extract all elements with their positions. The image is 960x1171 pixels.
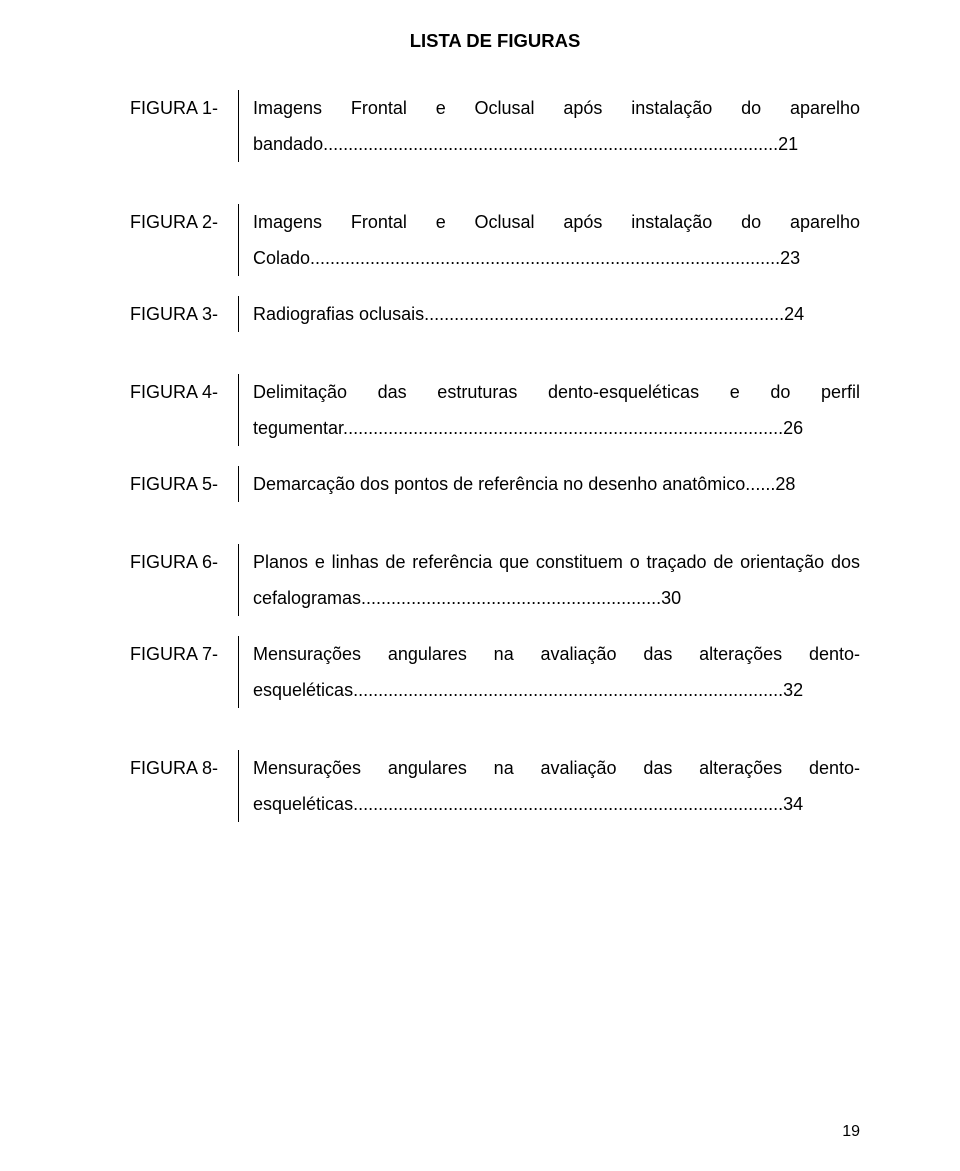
entry-block: FIGURA 6- Planos e linhas de referência q… <box>130 544 860 708</box>
figure-entry: FIGURA 3- Radiografias oclusais..........… <box>130 296 860 332</box>
page-number: 19 <box>842 1123 860 1141</box>
figure-description: Imagens Frontal e Oclusal após instalaçã… <box>253 90 860 162</box>
figure-description: Mensurações angulares na avaliação das a… <box>253 636 860 708</box>
entry-block: FIGURA 8- Mensurações angulares na avalia… <box>130 750 860 822</box>
entry-divider <box>238 374 239 446</box>
figure-entry: FIGURA 8- Mensurações angulares na avalia… <box>130 750 860 822</box>
entry-divider <box>238 204 239 276</box>
figure-label: FIGURA 7- <box>130 636 238 672</box>
figure-description: Delimitação das estruturas dento-esquelé… <box>253 374 860 446</box>
figure-entry: FIGURA 6- Planos e linhas de referência q… <box>130 544 860 616</box>
entry-divider <box>238 544 239 616</box>
page-title: LISTA DE FIGURAS <box>130 30 860 52</box>
figure-entry: FIGURA 4- Delimitação das estruturas dent… <box>130 374 860 446</box>
entry-block: FIGURA 4- Delimitação das estruturas dent… <box>130 374 860 502</box>
figure-label: FIGURA 6- <box>130 544 238 580</box>
figure-label: FIGURA 5- <box>130 466 238 502</box>
figure-description: Imagens Frontal e Oclusal após instalaçã… <box>253 204 860 276</box>
figure-entry: FIGURA 2- Imagens Frontal e Oclusal após … <box>130 204 860 276</box>
entry-divider <box>238 296 239 332</box>
figure-entry: FIGURA 7- Mensurações angulares na avalia… <box>130 636 860 708</box>
figure-entry: FIGURA 5- Demarcação dos pontos de referê… <box>130 466 860 502</box>
figure-entry: FIGURA 1- Imagens Frontal e Oclusal após … <box>130 90 860 162</box>
entry-divider <box>238 466 239 502</box>
entry-block: FIGURA 2- Imagens Frontal e Oclusal após … <box>130 204 860 332</box>
entry-divider <box>238 90 239 162</box>
entry-divider <box>238 750 239 822</box>
entry-divider <box>238 636 239 708</box>
figure-label: FIGURA 1- <box>130 90 238 126</box>
entries-container: FIGURA 1- Imagens Frontal e Oclusal após … <box>130 90 860 822</box>
figure-label: FIGURA 3- <box>130 296 238 332</box>
figure-description: Mensurações angulares na avaliação das a… <box>253 750 860 822</box>
figure-label: FIGURA 8- <box>130 750 238 786</box>
figure-label: FIGURA 2- <box>130 204 238 240</box>
figure-description: Planos e linhas de referência que consti… <box>253 544 860 616</box>
entry-block: FIGURA 1- Imagens Frontal e Oclusal após … <box>130 90 860 162</box>
figure-description: Radiografias oclusais...................… <box>253 296 860 332</box>
figure-description: Demarcação dos pontos de referência no d… <box>253 466 860 502</box>
figure-label: FIGURA 4- <box>130 374 238 410</box>
